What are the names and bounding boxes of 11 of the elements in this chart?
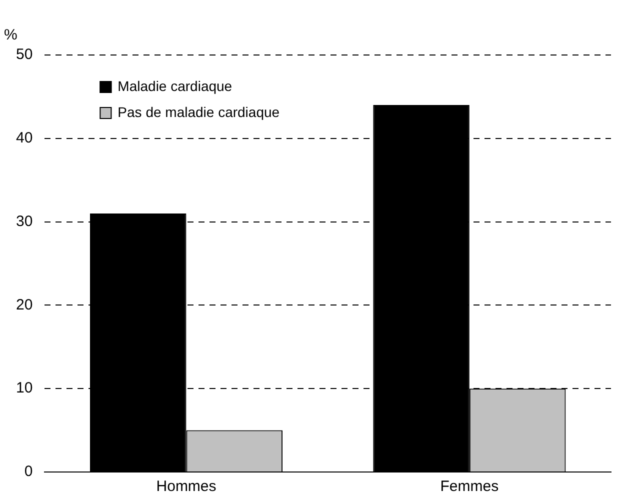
y-tick-label: 30 bbox=[16, 212, 33, 230]
y-tick-label: 10 bbox=[16, 380, 33, 397]
x-tick-label: Femmes bbox=[440, 478, 499, 496]
legend-label: Maladie cardiaque bbox=[118, 78, 232, 94]
y-tick-label: 50 bbox=[16, 46, 33, 64]
x-tick-label: Hommes bbox=[156, 478, 216, 496]
y-tick-label: 40 bbox=[16, 130, 33, 147]
y-axis-title: % bbox=[4, 26, 18, 44]
legend-label: Pas de maladie cardiaque bbox=[118, 104, 280, 120]
y-tick-label: 0 bbox=[24, 463, 33, 480]
y-tick-label: 20 bbox=[16, 296, 33, 314]
